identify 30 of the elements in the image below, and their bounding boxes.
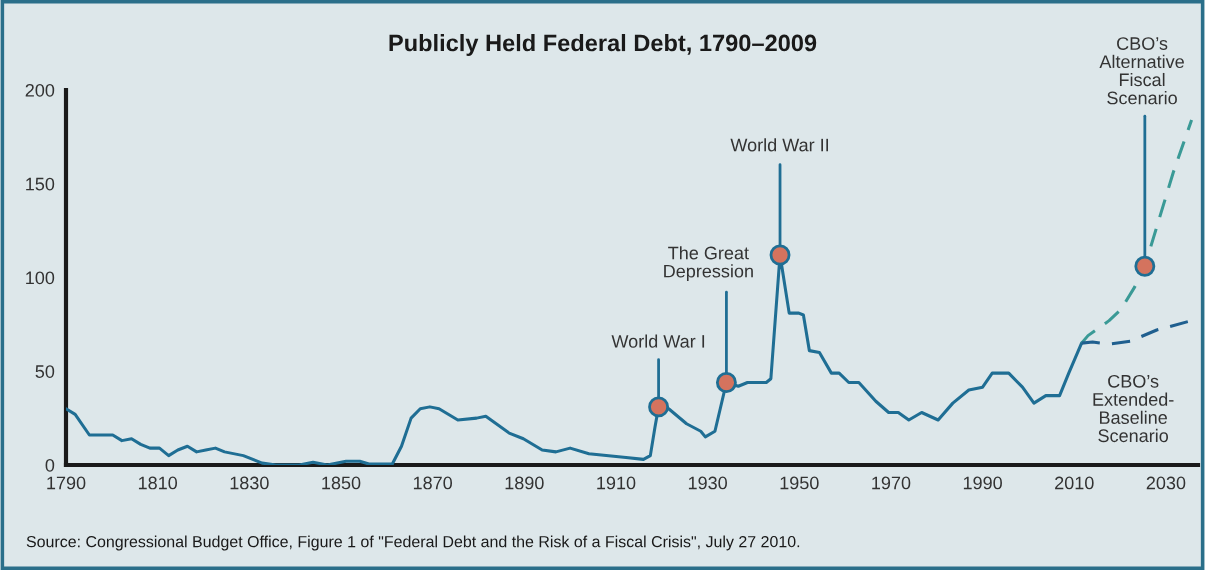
x-tick-label: 1830 xyxy=(230,476,269,490)
x-tick-label: 1990 xyxy=(963,476,1002,490)
line-series xyxy=(1080,118,1194,345)
point xyxy=(648,396,670,418)
x-tick-label: 1790 xyxy=(47,476,86,490)
point xyxy=(1134,255,1156,277)
y-tick-label: 0 xyxy=(45,458,55,472)
annotation: The Great Depression xyxy=(664,246,753,282)
x-tick-label: 1910 xyxy=(597,476,636,490)
annotation: World War I xyxy=(611,334,705,348)
annotation: CBO’s Extended- Baseline Scenario xyxy=(1093,374,1174,443)
point xyxy=(715,372,737,393)
x-tick-label: 1890 xyxy=(505,476,544,490)
x-tick-label: 2010 xyxy=(1055,476,1094,490)
x-tick-label: 2030 xyxy=(1146,476,1186,490)
x-tick-label: 1930 xyxy=(688,476,727,490)
chart-title: Publicly Held Federal Debt, 1790–2009 xyxy=(389,34,817,56)
source-note: Source: Congressional Budget Office, Figure 1 of "Federal Debt and the Risk of a Fiscal Crisis", July 27 2010. xyxy=(26,535,800,551)
x-tick-label: 1950 xyxy=(780,476,819,490)
y-tick-label: 200 xyxy=(25,83,55,97)
x-tick-label: 1810 xyxy=(138,476,178,490)
x-tick-label: 1850 xyxy=(322,476,361,490)
y-tick-label: 100 xyxy=(26,271,55,285)
y-tick-label: 50 xyxy=(35,365,55,378)
point xyxy=(769,244,791,266)
annotation: CBO’s Alternative Fiscal Scenario xyxy=(1099,37,1184,105)
y-tick-label: 150 xyxy=(26,177,55,191)
annotation: World War II xyxy=(730,138,829,152)
x-tick-label: 1970 xyxy=(872,476,911,490)
x-tick-label: 1870 xyxy=(413,476,453,490)
